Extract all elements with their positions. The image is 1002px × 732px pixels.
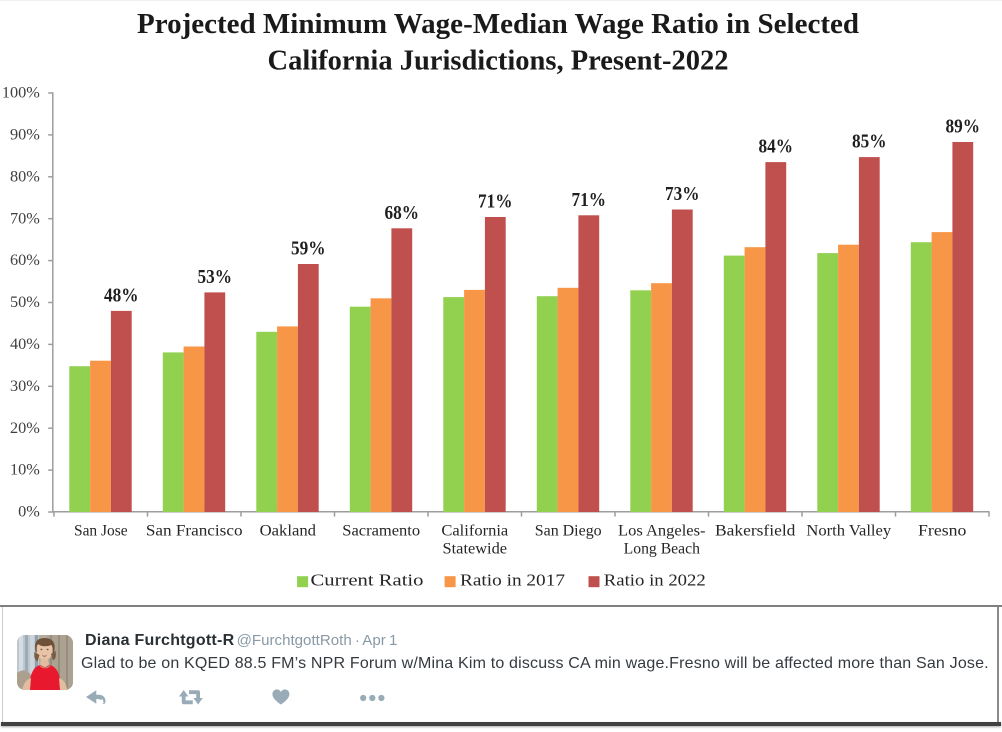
svg-text:Oakland: Oakland [260,522,316,540]
svg-text:60%: 60% [10,250,40,269]
svg-text:73%: 73% [665,183,700,205]
svg-text:Los Angeles-: Los Angeles- [618,522,706,540]
svg-text:84%: 84% [759,136,794,158]
svg-text:71%: 71% [478,191,513,213]
svg-text:Projected Minimum Wage-Median: Projected Minimum Wage-Median Wage Ratio… [137,9,859,40]
svg-text:90%: 90% [10,125,40,144]
svg-text:85%: 85% [852,131,887,153]
svg-text:50%: 50% [10,292,40,311]
svg-text:70%: 70% [10,208,40,227]
svg-text:Current Ratio: Current Ratio [311,571,424,590]
svg-text:California: California [441,522,508,540]
svg-text:Long Beach: Long Beach [624,540,700,558]
svg-text:Bakersfield: Bakersfield [715,522,795,540]
svg-text:30%: 30% [10,376,40,395]
svg-text:48%: 48% [104,284,139,306]
svg-text:71%: 71% [572,189,607,211]
svg-text:San Diego: San Diego [535,522,602,540]
svg-text:California Jurisdictions, Pres: California Jurisdictions, Present-2022 [268,45,729,76]
svg-text:North Valley: North Valley [806,522,892,540]
svg-text:San Francisco: San Francisco [146,522,243,540]
svg-text:San Jose: San Jose [74,522,128,540]
svg-text:10%: 10% [10,460,40,479]
svg-text:Statewide: Statewide [443,540,508,558]
svg-text:100%: 100% [2,83,40,102]
svg-text:80%: 80% [10,166,40,185]
svg-text:0%: 0% [18,502,40,521]
svg-text:Ratio in 2017: Ratio in 2017 [460,571,565,590]
svg-text:53%: 53% [198,266,233,288]
svg-text:Sacramento: Sacramento [342,522,420,540]
svg-text:59%: 59% [291,238,326,260]
svg-text:89%: 89% [946,116,981,138]
svg-text:40%: 40% [10,334,40,353]
svg-text:Ratio in 2022: Ratio in 2022 [604,571,706,590]
svg-text:68%: 68% [385,202,420,224]
svg-text:20%: 20% [10,418,40,437]
svg-text:Fresno: Fresno [918,522,966,540]
